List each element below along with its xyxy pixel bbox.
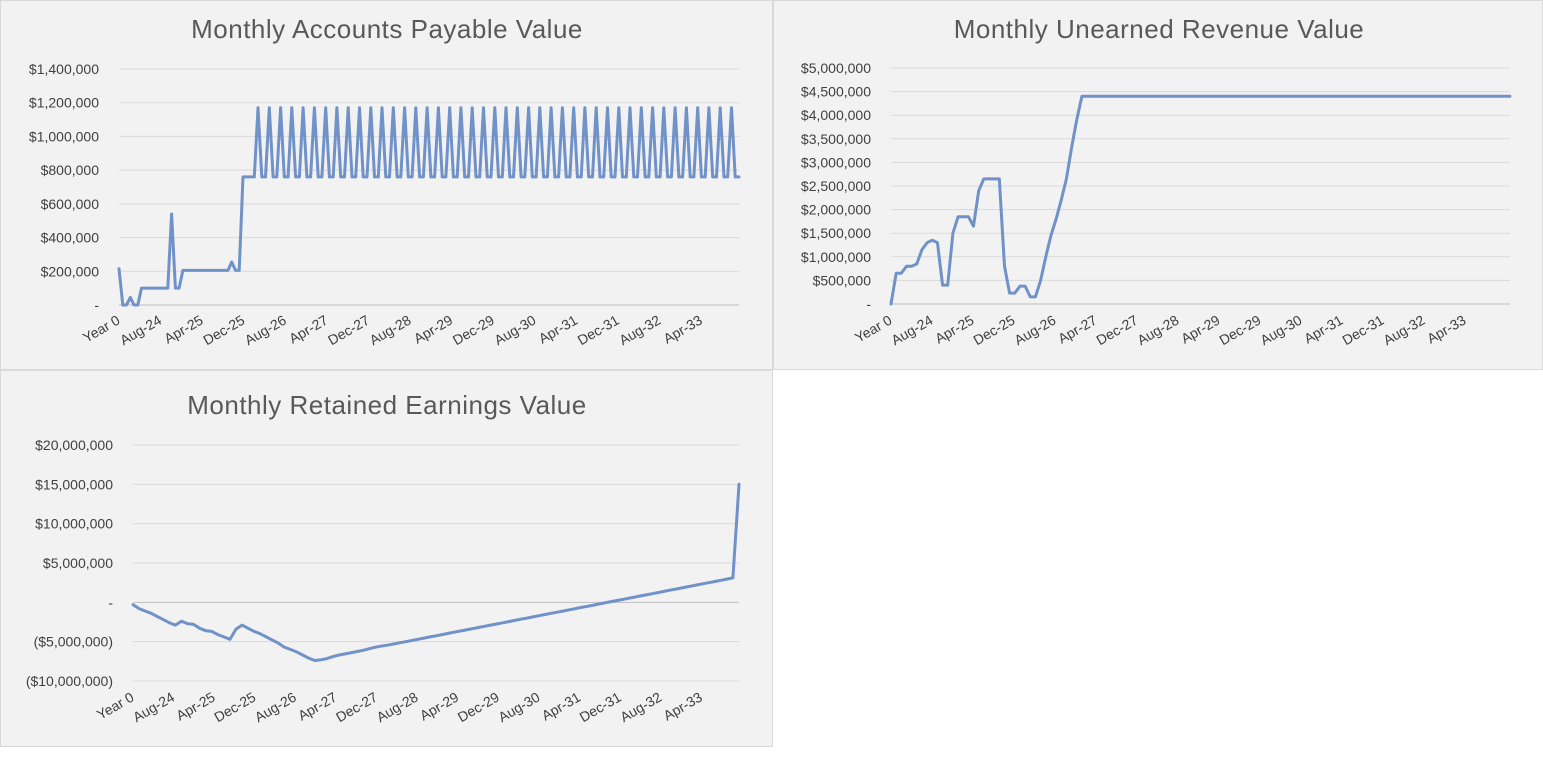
x-tick-label: Apr-33 [1424, 312, 1469, 347]
x-tick-label: Aug-26 [242, 312, 289, 349]
y-tick-label: - [94, 297, 99, 313]
x-tick-label: Apr-27 [1055, 312, 1100, 347]
x-tick-label: Aug-26 [252, 689, 299, 726]
y-tick-label: $2,000,000 [801, 202, 871, 218]
chart-title: Monthly Retained Earnings Value [187, 390, 586, 420]
chart-panel-unearned-revenue: Monthly Unearned Revenue Value - $500,000 $… [773, 0, 1543, 370]
y-tick-label: $4,500,000 [801, 84, 871, 100]
y-tick-label: $400,000 [41, 230, 100, 246]
x-tick-label: Dec-25 [970, 312, 1017, 349]
x-tick-label: Apr-25 [173, 689, 218, 724]
x-tick-label: Apr-25 [932, 312, 977, 347]
y-tick-label: $1,000,000 [29, 128, 99, 144]
x-tick-label: Dec-25 [211, 689, 258, 726]
x-tick-label: Dec-29 [450, 312, 497, 349]
x-tick-label: Aug-24 [117, 312, 164, 349]
y-tick-label: $1,400,000 [29, 61, 99, 77]
x-tick-label: Dec-29 [1216, 312, 1263, 349]
x-tick-label: Dec-31 [575, 312, 622, 349]
x-tick-label: Dec-25 [200, 312, 247, 349]
x-tick-label: Aug-30 [495, 689, 542, 726]
x-tick-label: Dec-27 [1093, 312, 1140, 349]
x-tick-label: Apr-25 [161, 312, 206, 347]
y-tick-label: - [866, 296, 871, 312]
series-line [117, 106, 741, 307]
x-tick-label: Apr-27 [286, 312, 331, 347]
series-line [131, 482, 741, 662]
y-tick-label: $10,000,000 [35, 516, 113, 532]
x-tick-label: Year 0 [852, 312, 895, 346]
y-tick-label: $2,500,000 [801, 178, 871, 194]
y-tick-label: $800,000 [41, 162, 100, 178]
y-tick-label: - [108, 594, 113, 610]
y-tick-label: $1,200,000 [29, 95, 99, 111]
x-tick-label: Aug-26 [1011, 312, 1058, 349]
y-tick-label: $1,000,000 [801, 249, 871, 265]
x-tick-label: Apr-33 [660, 689, 705, 724]
x-tick-label: Dec-31 [577, 689, 624, 726]
y-tick-label: $500,000 [813, 272, 872, 288]
x-tick-label: Aug-28 [367, 312, 414, 349]
x-tick-label: Apr-33 [660, 312, 705, 347]
y-tick-label: $600,000 [41, 196, 100, 212]
series-line [889, 94, 1512, 306]
x-tick-label: Aug-28 [374, 689, 421, 726]
x-tick-label: Apr-29 [411, 312, 456, 347]
chart-panel-retained-earnings: Monthly Retained Earnings Value ($10,000,… [0, 370, 773, 747]
chart-accounts-payable: Monthly Accounts Payable Value - $200,000 $… [29, 14, 741, 349]
x-tick-label: Apr-29 [1178, 312, 1223, 347]
x-tick-label: Aug-30 [491, 312, 538, 349]
chart-title: Monthly Unearned Revenue Value [954, 14, 1365, 44]
x-tick-label: Dec-27 [333, 689, 380, 726]
x-tick-label: Aug-28 [1134, 312, 1181, 349]
y-tick-label: ($10,000,000) [26, 673, 113, 689]
x-tick-label: Apr-29 [417, 689, 462, 724]
x-tick-label: Apr-27 [295, 689, 340, 724]
y-tick-label: $200,000 [41, 263, 100, 279]
x-tick-label: Apr-31 [1301, 312, 1346, 347]
y-tick-label: $4,000,000 [801, 107, 871, 123]
x-tick-label: Aug-32 [1380, 312, 1427, 349]
x-tick-label: Year 0 [80, 312, 123, 346]
x-tick-label: Aug-24 [130, 689, 177, 726]
chart-retained-earnings: Monthly Retained Earnings Value ($10,000,… [26, 390, 741, 726]
y-tick-label: $3,000,000 [801, 154, 871, 170]
x-tick-label: Aug-30 [1257, 312, 1304, 349]
y-tick-label: ($5,000,000) [34, 634, 113, 650]
y-tick-label: $1,500,000 [801, 225, 871, 241]
y-tick-label: $5,000,000 [43, 555, 113, 571]
x-tick-label: Aug-32 [616, 312, 663, 349]
x-tick-label: Dec-27 [325, 312, 372, 349]
y-tick-label: $5,000,000 [801, 60, 871, 76]
chart-title: Monthly Accounts Payable Value [191, 14, 583, 44]
x-tick-label: Aug-32 [617, 689, 664, 726]
chart-unearned-revenue: Monthly Unearned Revenue Value - $500,000 $… [801, 14, 1512, 349]
x-tick-label: Dec-29 [455, 689, 502, 726]
y-tick-label: $15,000,000 [35, 476, 113, 492]
y-tick-label: $3,500,000 [801, 131, 871, 147]
chart-panel-accounts-payable: Monthly Accounts Payable Value - $200,000 $… [0, 0, 773, 370]
x-tick-label: Aug-24 [888, 312, 935, 349]
y-tick-label: $20,000,000 [35, 437, 113, 453]
x-tick-label: Apr-31 [536, 312, 581, 347]
x-tick-label: Apr-31 [539, 689, 584, 724]
x-tick-label: Dec-31 [1339, 312, 1386, 349]
x-tick-label: Year 0 [94, 689, 137, 723]
